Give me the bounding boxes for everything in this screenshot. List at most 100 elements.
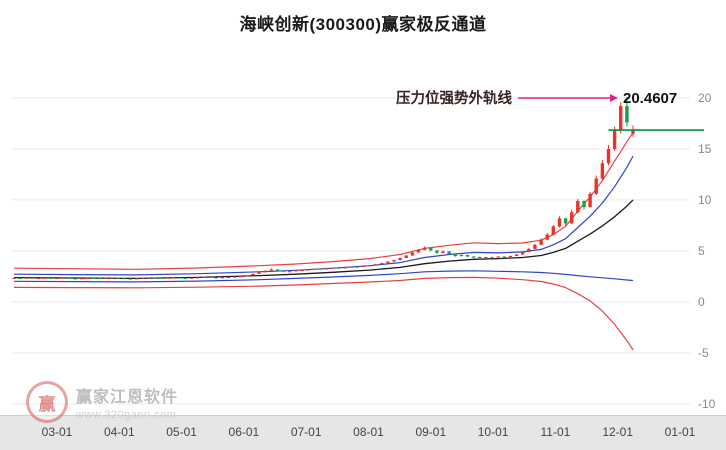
candle-body (545, 234, 549, 240)
candle-body (429, 247, 433, 251)
candle-body (337, 267, 341, 269)
candle-body (177, 277, 182, 279)
candle-body (85, 277, 90, 279)
y-axis-label: 10 (698, 193, 712, 207)
candle-body (472, 256, 476, 258)
candle-body (361, 265, 365, 267)
candle-body (324, 268, 329, 270)
x-axis-label: 03-01 (41, 425, 73, 439)
candle-body (435, 250, 439, 253)
annotation-value: 20.4607 (623, 90, 677, 107)
candle-body (49, 277, 53, 279)
x-axis: 03-01 04-01 05-01 06-01 07-01 08-01 09-01 10-01… (0, 415, 726, 450)
candle-body (183, 277, 188, 279)
candle-body (220, 277, 225, 279)
candle-body (116, 277, 120, 279)
candle-body (159, 277, 163, 279)
annotation-label: 压力位强势外轨线 (396, 89, 512, 107)
candlestick-chart: 20 15 10 5 0 -5 -10 压力位强势外轨线 20.4607 (12, 89, 716, 411)
candle-body (306, 269, 310, 271)
candle-body (92, 277, 96, 279)
candle-body (24, 277, 28, 279)
candle-body (625, 106, 629, 123)
middle-line-black (13, 199, 634, 280)
y-axis-label: -10 (698, 397, 716, 411)
candles (12, 96, 635, 280)
candle-body (263, 270, 267, 273)
candle-body (79, 278, 84, 280)
x-axis-label: 04-01 (103, 425, 135, 439)
candle-body (563, 218, 568, 224)
x-axis-label: 05-01 (166, 425, 197, 439)
x-axis-label: 07-01 (290, 425, 322, 439)
candle-body (12, 277, 16, 279)
candle-body (153, 277, 157, 279)
candle-body (147, 277, 151, 279)
candle-body (582, 201, 586, 208)
candle-body (134, 278, 139, 280)
candle-body (392, 260, 396, 262)
annotation: 压力位强势外轨线 20.4607 (396, 89, 677, 107)
candle-body (251, 273, 255, 276)
candle-body (208, 277, 212, 278)
y-axis-label: 15 (698, 142, 712, 156)
candle-body (570, 212, 574, 224)
y-axis-label: 5 (698, 244, 705, 258)
lower-inner-rail-blue (13, 270, 634, 283)
candle-body (128, 278, 133, 280)
candle-body (30, 277, 35, 279)
candle-body (514, 254, 519, 256)
candle-body (594, 178, 598, 194)
candle-body (386, 261, 390, 264)
candle-body (300, 270, 304, 272)
y-axis-label: 0 (698, 295, 705, 309)
candle-body (502, 256, 506, 258)
candle-body (214, 277, 218, 279)
candle-body (239, 276, 243, 278)
candle-body (588, 193, 592, 208)
candle-body (67, 277, 71, 279)
candle-body (453, 254, 457, 256)
candle-body (141, 277, 145, 279)
candle-body (196, 277, 200, 279)
candle-body (275, 269, 280, 271)
candle-body (312, 268, 316, 270)
grid (12, 97, 690, 405)
candle-body (410, 252, 415, 256)
candle-body (288, 271, 292, 273)
candle-body (398, 258, 402, 260)
candle-body (465, 255, 470, 257)
candle-body (373, 264, 378, 266)
candle-body (226, 277, 231, 278)
x-axis-label: 10-01 (477, 425, 509, 439)
candle-body (36, 278, 41, 280)
upper-outer-rail-red (13, 132, 634, 270)
candle-body (55, 278, 59, 280)
chart-title: 海峡创新(300300)赢家极反通道 (239, 15, 487, 34)
candle-body (527, 248, 531, 252)
watermark: 赢 赢家江恩软件 www.320gann.com (26, 381, 178, 423)
candle-body (380, 263, 384, 265)
candle-body (416, 249, 421, 253)
candle-body (294, 270, 298, 272)
candle-body (42, 277, 47, 279)
candle-body (612, 130, 617, 149)
brand-logo-glyph: 赢 (38, 394, 56, 414)
candle-body (61, 277, 65, 279)
candle-body (171, 277, 175, 279)
candle-body (202, 277, 206, 278)
candle-body (459, 255, 464, 256)
watermark-text: 赢家江恩软件 www.320gann.com (76, 381, 178, 421)
candle-body (576, 201, 580, 213)
y-axis-label: 20 (698, 91, 712, 105)
x-axis-label: 08-01 (353, 425, 384, 439)
watermark-brand: 赢家江恩软件 (76, 389, 179, 406)
candle-body (245, 275, 249, 277)
annotation-arrowhead-icon (610, 93, 618, 102)
candle-body (496, 256, 500, 258)
x-axis-label: 11-01 (540, 425, 571, 439)
candle-body (257, 272, 261, 274)
y-axis-label: -5 (698, 346, 709, 360)
y-axis-labels: 20 15 10 5 0 -5 -10 (698, 91, 716, 411)
